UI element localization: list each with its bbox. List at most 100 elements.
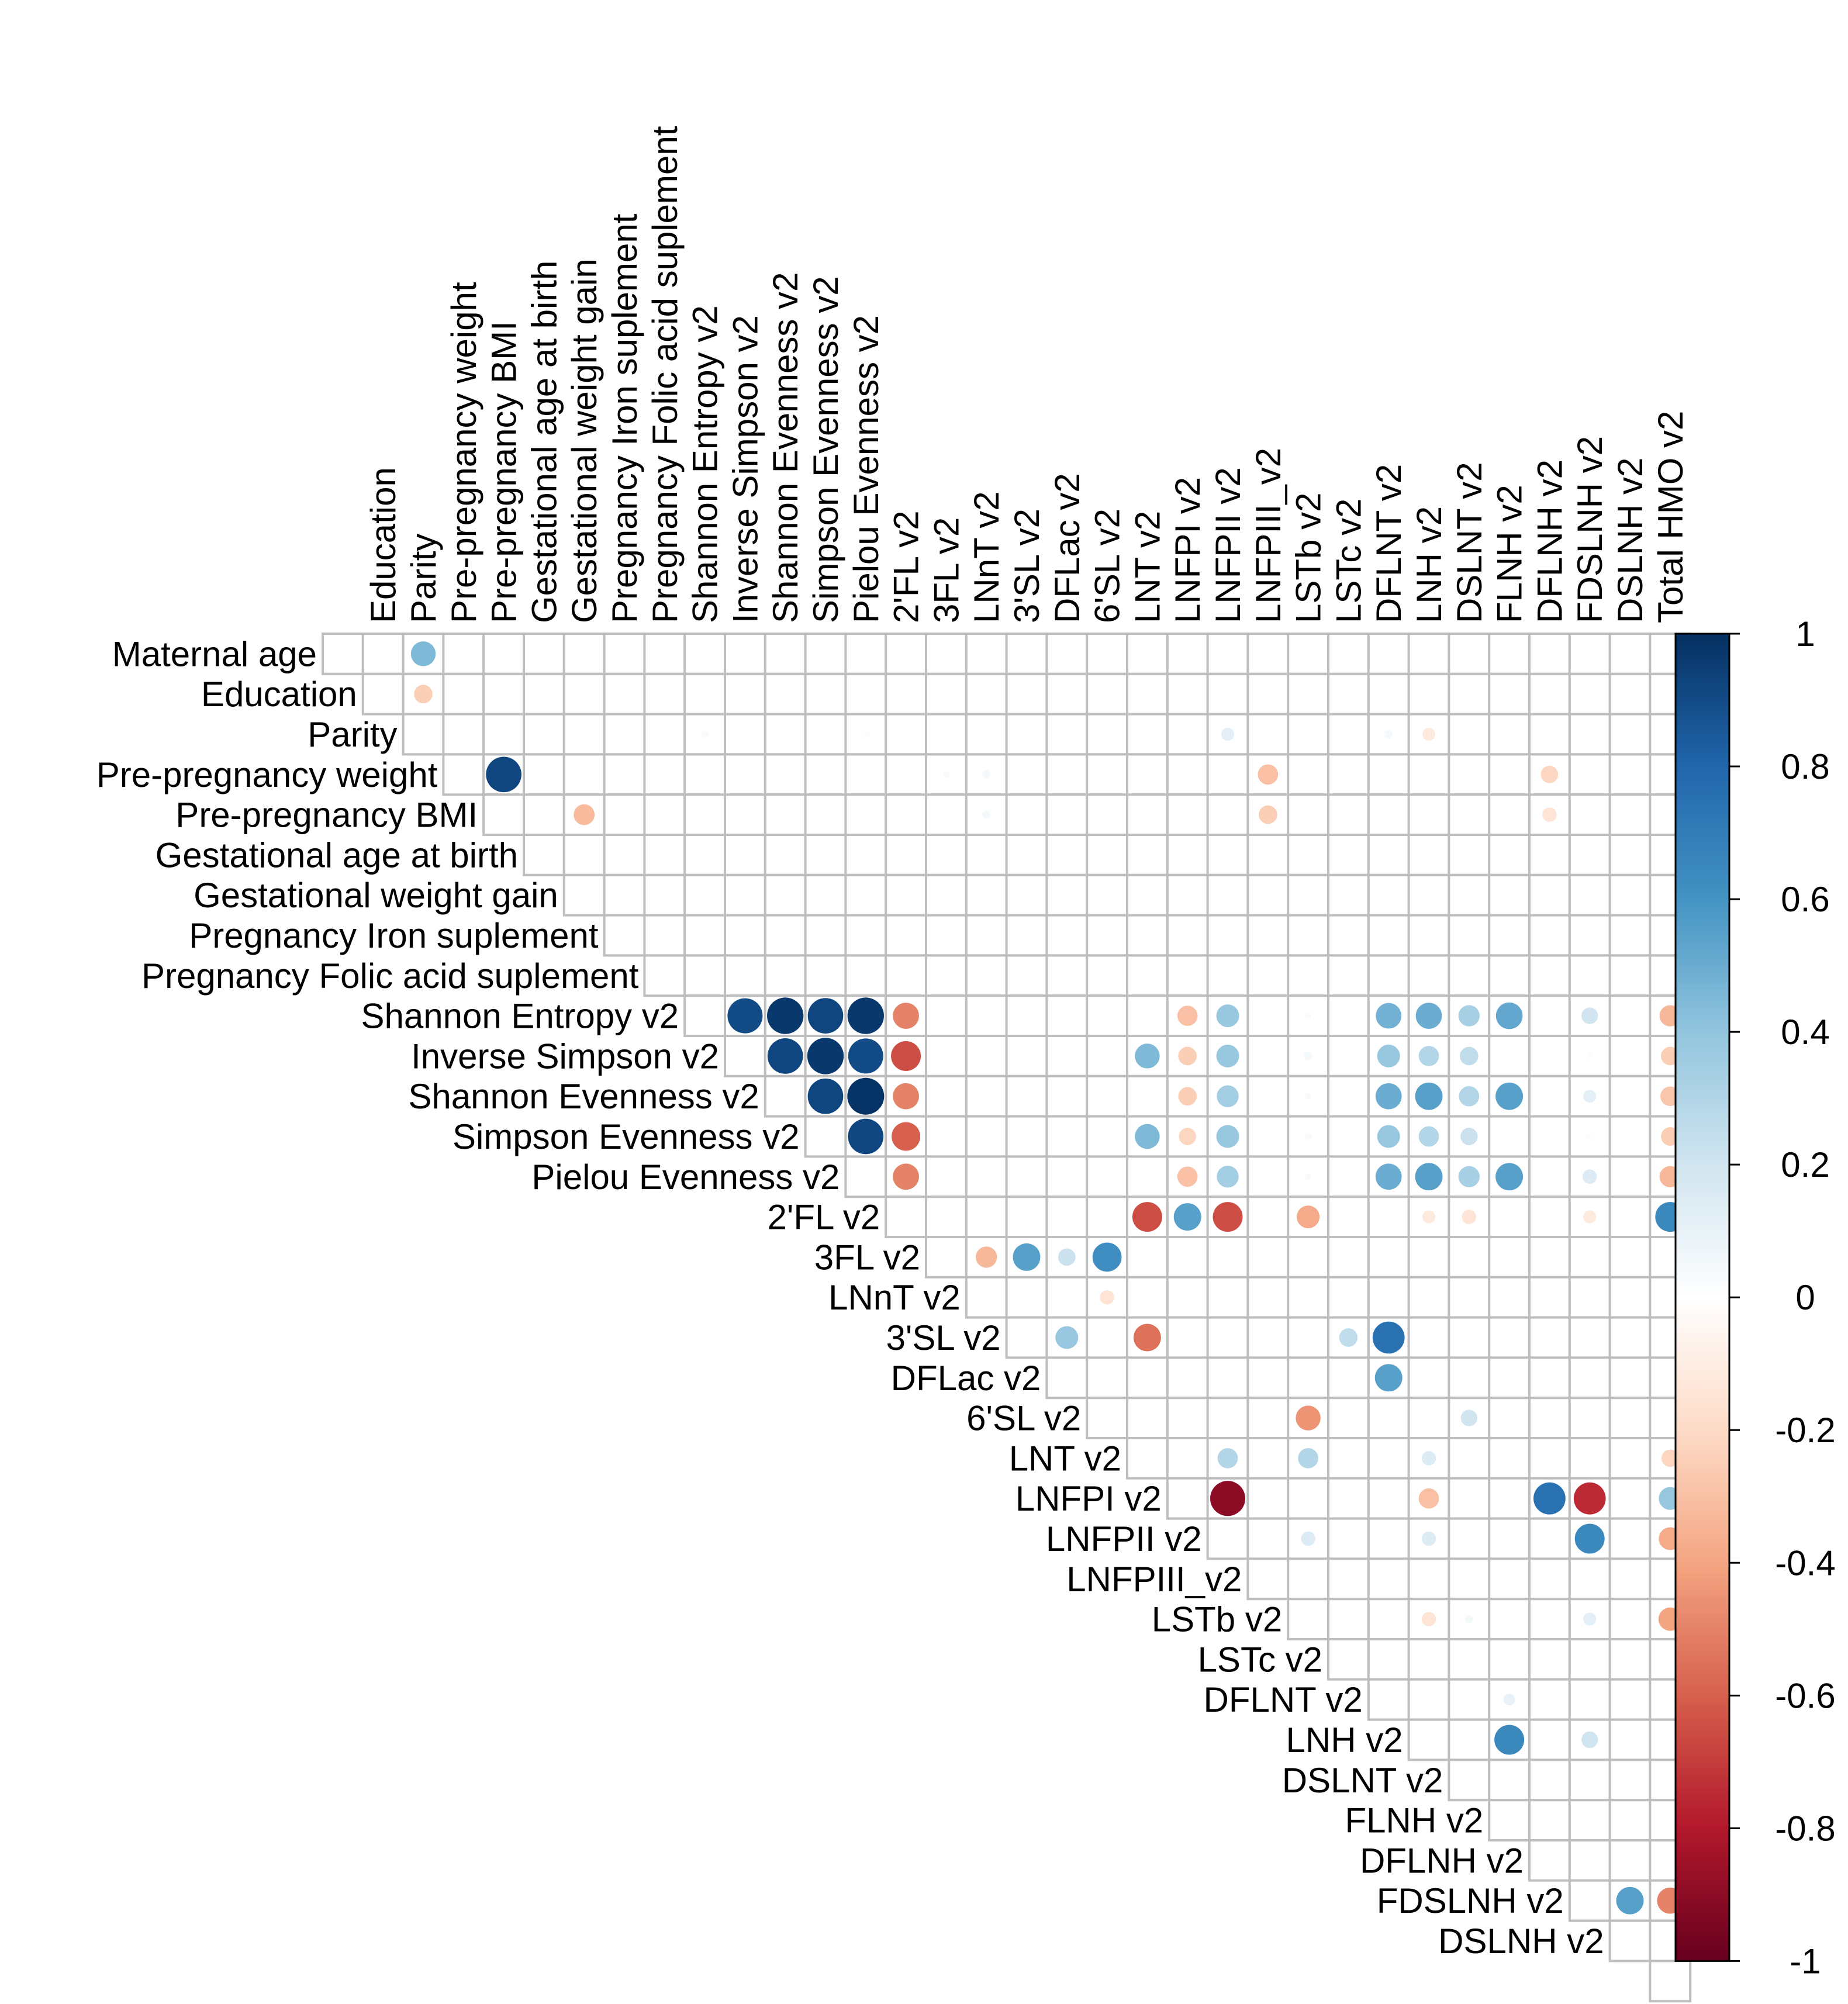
grid-cell [1608,753,1652,796]
corr-circle-shannon-evenness-v2--pielou-evenness-v2 [847,1077,885,1115]
grid-cell [603,793,646,836]
row-label-lnh-v2: LNH v2 [1286,1720,1403,1760]
grid-cell [1367,672,1410,716]
grid-cell [1367,1638,1410,1681]
corr-circle-lnfpii-v2--lnh-v2 [1421,1531,1436,1546]
grid-cell [1367,633,1410,675]
grid-cell [1608,1035,1652,1077]
grid-cell [1005,873,1048,917]
corr-circle-pre-pregnancy-bmi--dflnh-v2 [1542,807,1557,822]
corr-circle-shannon-entropy-v2--lnfpii-v2 [1216,1004,1239,1028]
grid-cell [1287,713,1329,756]
row-label-pielou-evenness-v2: Pielou Evenness v2 [531,1158,840,1197]
grid-cell [683,672,726,716]
corr-circle-3-sl-v2--dflnt-v2 [1372,1321,1405,1354]
corr-circle-shannon-evenness-v2--lnfpi-v2 [1178,1087,1197,1106]
grid-cell [764,633,807,675]
grid-cell [1407,672,1450,716]
corr-circle-lnh-v2--flnh-v2 [1494,1725,1525,1755]
grid-cell [1608,1557,1652,1601]
grid-cell [1367,914,1410,957]
grid-cell [844,1155,887,1198]
col-label-gestational-age-at-birth: Gestational age at birth [524,261,564,623]
grid-cell [1246,672,1290,716]
grid-cell [965,834,1008,876]
grid-cell [1246,1316,1290,1359]
row-label-3fl-v2: 3FL v2 [814,1238,920,1277]
grid-cell [885,873,927,917]
grid-cell [1086,994,1128,1037]
grid-cell [1448,834,1491,876]
grid-cell [1005,1316,1048,1359]
grid-cell [562,713,606,756]
row-label-lnfpiii-v2: LNFPIII_v2 [1066,1560,1242,1599]
grid-cell [1407,1276,1450,1319]
row-label-simpson-evenness-v2: Simpson Evenness v2 [452,1117,800,1156]
row-label-lnnt-v2: LNnT v2 [828,1278,961,1317]
colorbar-tick-label: 0.8 [1781,747,1829,786]
grid-cell [965,914,1008,957]
grid-cell [1568,1437,1611,1480]
corr-circle-lnt-v2--lnh-v2 [1421,1451,1436,1466]
grid-cell [683,994,726,1037]
grid-cell [1488,914,1531,957]
grid-cell [1448,1557,1491,1601]
corr-circle-pre-pregnancy-weight--pre-pregnancy-bmi [486,756,521,793]
grid-cell [1166,1155,1209,1198]
col-label-2-fl-v2: 2'FL v2 [887,510,926,623]
row-label-gestational-age-at-birth: Gestational age at birth [156,835,518,875]
corr-circle-6-sl-v2--lstb-v2 [1296,1405,1321,1431]
grid-cell [1126,1236,1169,1279]
grid-cell [1086,1397,1128,1439]
grid-cell [1568,1678,1611,1721]
grid-cell [844,793,887,836]
col-label-pregnancy-folic-acid-suplement: Pregnancy Folic acid suplement [645,126,685,623]
grid-cell [1488,954,1531,997]
corr-circle-lstb-v2--fdslnh-v2 [1583,1612,1597,1626]
grid-cell [1045,1196,1089,1238]
grid-cell [1327,1437,1370,1480]
grid-cell [1327,1115,1370,1158]
colorbar-tick-label: 1 [1795,614,1815,654]
grid-cell [1528,1196,1571,1238]
corr-circle-simpson-evenness-v2--lstb-v2 [1305,1133,1312,1140]
row-label-pre-pregnancy-bmi: Pre-pregnancy BMI [175,796,478,835]
grid-cell [724,753,766,796]
grid-cell [1126,954,1169,997]
grid-cell [1005,1196,1048,1238]
grid-cell [1086,1276,1128,1319]
grid-cell [1407,753,1450,796]
grid-cell [1488,1477,1531,1520]
grid-cell [1327,672,1370,716]
grid-cell [1206,753,1249,796]
grid-cell [482,672,526,716]
corr-circle-inverse-simpson-v2--simpson-evenness-v2 [807,1038,844,1074]
grid-cell [1608,1074,1652,1118]
grid-cell [683,954,726,997]
grid-cell [1206,1236,1249,1279]
grid-cell [1608,914,1652,957]
grid-cell [1608,1517,1652,1560]
matrix-grid [322,633,1692,2003]
grid-cell [1608,1276,1652,1319]
grid-cell [1488,793,1531,836]
grid-cell [885,914,927,957]
corr-circle-simpson-evenness-v2--dslnt-v2 [1460,1128,1478,1145]
grid-cell [804,713,847,756]
grid-cell [764,914,807,957]
grid-cell [1407,954,1450,997]
corr-circle-3-sl-v2--dflac-v2 [1055,1326,1079,1349]
grid-cell [1005,713,1048,756]
grid-cell [1246,1196,1290,1238]
row-label-2-fl-v2: 2'FL v2 [768,1198,880,1237]
grid-cell [1126,834,1169,876]
corr-circle-shannon-entropy-v2--shannon-evenness-v2 [767,997,804,1034]
grid-cell [1166,914,1209,957]
grid-cell [1126,1397,1169,1439]
grid-cell [1448,954,1491,997]
grid-cell [1287,1356,1329,1400]
grid-cell [1488,1035,1531,1077]
col-label-lnh-v2: LNH v2 [1410,506,1449,623]
grid-cell [523,633,565,675]
corr-circle-pielou-evenness-v2--fdslnh-v2 [1582,1169,1597,1184]
